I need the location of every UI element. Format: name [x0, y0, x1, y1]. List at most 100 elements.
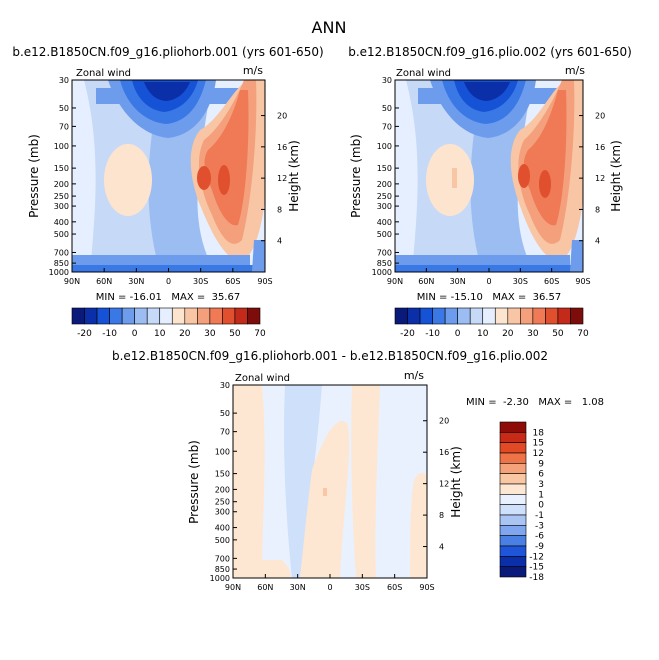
- colorbar-swatch: [499, 545, 527, 557]
- colorbar-label: 3: [538, 480, 544, 490]
- colorbar-label: 0: [132, 329, 138, 339]
- ylabel: Pressure (mb): [187, 440, 201, 524]
- x-tick-label: 90N: [64, 277, 80, 286]
- y-tick-label: 200: [54, 180, 69, 189]
- colorbar-swatch: [457, 307, 471, 325]
- y2-tick-label: 4: [595, 237, 600, 246]
- colorbar-label: 50: [229, 329, 241, 339]
- variable-label: Zonal wind: [76, 68, 131, 79]
- x-tick-label: 30N: [290, 583, 306, 592]
- x-tick-label: 60S: [225, 277, 240, 286]
- colorbar-swatch: [419, 307, 433, 325]
- level-band: [234, 560, 291, 578]
- units-label: m/s: [243, 64, 263, 77]
- colorbar-swatch: [499, 483, 527, 495]
- colorbar-swatch: [184, 307, 198, 325]
- colorbar-label: -20: [77, 329, 92, 339]
- level-band: [72, 80, 96, 272]
- y-tick-label: 500: [215, 536, 230, 545]
- y2-tick-label: 16: [439, 448, 449, 457]
- y-tick-label: 1000: [210, 574, 230, 583]
- x-tick-label: 60S: [387, 583, 402, 592]
- y2-tick-label: 20: [277, 112, 287, 121]
- y2-tick-label: 12: [595, 174, 605, 183]
- variable-label: Zonal wind: [235, 373, 290, 384]
- level-band: [197, 166, 211, 190]
- level-band: [283, 385, 322, 578]
- y-tick-label: 1000: [372, 268, 392, 277]
- y-tick-label: 200: [377, 180, 392, 189]
- y-tick-label: 70: [59, 122, 69, 131]
- colorbar-label: -15: [529, 563, 544, 573]
- colorbar-label: -6: [535, 532, 544, 542]
- y-tick-label: 70: [220, 428, 230, 437]
- x-tick-label: 60N: [96, 277, 112, 286]
- colorbar-label: -18: [529, 573, 544, 583]
- colorbar-swatch: [532, 307, 546, 325]
- colorbar-label: 12: [533, 449, 544, 459]
- y-tick-label: 250: [54, 192, 69, 201]
- level-band: [410, 472, 427, 578]
- y-tick-label: 850: [215, 565, 230, 574]
- colorbar-swatch: [520, 307, 534, 325]
- colorbar-swatch: [499, 556, 527, 567]
- y2-tick-label: 8: [595, 205, 600, 214]
- x-tick-label: 30N: [450, 277, 466, 286]
- x-tick-label: 90S: [575, 277, 590, 286]
- y2-tick-label: 12: [439, 480, 449, 489]
- y-tick-label: 400: [377, 218, 392, 227]
- colorbar-label: -20: [400, 329, 415, 339]
- colorbar-swatch: [570, 307, 584, 325]
- colorbar-label: 70: [577, 329, 589, 339]
- colorbar-swatch: [499, 452, 527, 464]
- y2label: Height (km): [287, 140, 301, 211]
- x-tick-label: 30S: [355, 583, 370, 592]
- colorbar: -20 -10 0 10 20 30 50 70: [71, 307, 266, 339]
- y2label: Height (km): [449, 446, 463, 517]
- colorbar-swatch: [407, 307, 421, 325]
- y2-ticks: 20 16 12 8 4: [579, 112, 605, 246]
- colorbar-swatch: [482, 307, 496, 325]
- colorbar-swatch: [507, 307, 521, 325]
- colorbar-swatch: [499, 432, 527, 443]
- colorbar-swatch: [222, 307, 236, 325]
- colorbar-swatch: [134, 307, 148, 325]
- y-tick-label: 400: [54, 218, 69, 227]
- y2-tick-label: 20: [439, 417, 449, 426]
- y2-tick-label: 4: [439, 543, 444, 552]
- x-tick-label: 30S: [513, 277, 528, 286]
- x-tick-label: 30S: [193, 277, 208, 286]
- y2-tick-label: 8: [277, 205, 282, 214]
- colorbar-label: 15: [533, 439, 544, 449]
- colorbar-swatch: [499, 421, 527, 433]
- colorbar-label: 50: [552, 329, 564, 339]
- x-ticks: 90N 60N 30N 0 30S 60S 90S: [225, 574, 435, 592]
- colorbar-label: 30: [527, 329, 539, 339]
- x-tick-label: 90S: [257, 277, 272, 286]
- colorbar-label: -1: [535, 511, 544, 521]
- y-tick-label: 50: [382, 104, 392, 113]
- y-tick-label: 150: [54, 164, 69, 173]
- colorbar-label: 0: [538, 501, 544, 511]
- y-tick-label: 500: [377, 230, 392, 239]
- x-tick-label: 90N: [387, 277, 403, 286]
- colorbar-label: 20: [502, 329, 514, 339]
- level-band: [351, 385, 380, 578]
- ylabel: Pressure (mb): [27, 134, 41, 218]
- contour-field: [395, 80, 583, 272]
- colorbar-swatch: [209, 307, 223, 325]
- colorbar-swatch: [444, 307, 458, 325]
- y2-tick-label: 4: [277, 237, 282, 246]
- x-tick-label: 90S: [419, 583, 434, 592]
- x-tick-label: 30N: [128, 277, 144, 286]
- y-tick-label: 100: [377, 142, 392, 151]
- colorbar-label: 30: [204, 329, 216, 339]
- colorbar-swatch: [499, 566, 527, 578]
- colorbar-swatch: [146, 307, 161, 325]
- y-tick-label: 300: [377, 202, 392, 211]
- colorbar-swatch: [499, 442, 527, 454]
- colorbar-swatch: [84, 307, 98, 325]
- colorbar-label: 20: [179, 329, 191, 339]
